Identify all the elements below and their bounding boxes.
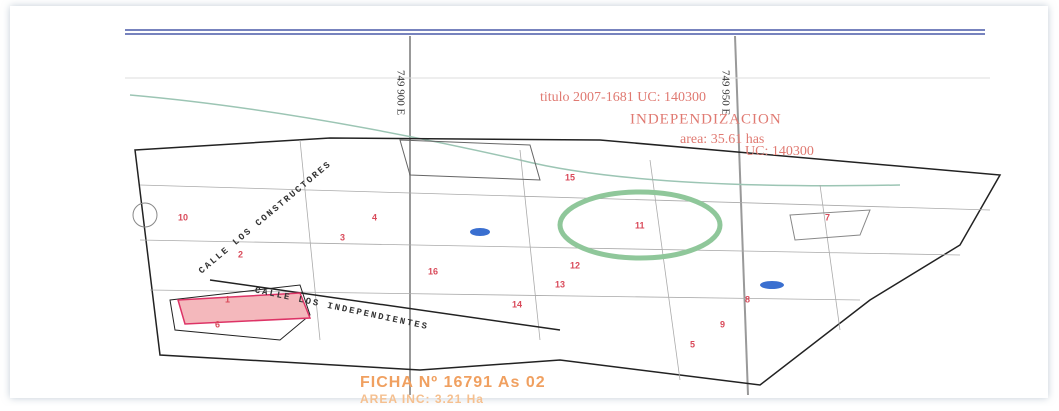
lot-number: 13 <box>555 279 565 289</box>
lot-number: 4 <box>372 212 377 222</box>
lot-number: 14 <box>512 299 522 309</box>
lot-number: 2 <box>238 249 243 259</box>
heading: INDEPENDIZACION <box>630 111 782 127</box>
marker <box>470 228 490 236</box>
lot-number: 3 <box>340 232 345 242</box>
uc: UC: 140300 <box>745 144 814 159</box>
footer-ficha: FICHA Nº 16791 As 02 <box>360 374 546 391</box>
lot-number: 7 <box>825 212 830 222</box>
lot-number: 11 <box>635 220 645 230</box>
lot-number: 6 <box>215 319 220 329</box>
lot-number: 10 <box>178 212 188 222</box>
highlight-circle <box>557 189 723 261</box>
lot-number: 9 <box>720 319 725 329</box>
lot-number: 1 <box>225 294 230 304</box>
footer-area: AREA INC: 3.21 Ha <box>360 392 484 406</box>
highlighted-lot <box>177 292 312 325</box>
marker <box>760 281 784 289</box>
area: area: 35.61 has <box>680 132 764 147</box>
lot-number: 16 <box>428 266 438 276</box>
lot-number: 12 <box>570 260 580 270</box>
lot-number: 8 <box>745 294 750 304</box>
lot-number: 15 <box>565 172 575 182</box>
sheet <box>10 6 1048 398</box>
coord-label: 749 900 E <box>394 70 406 116</box>
title: titulo 2007-1681 UC: 140300 <box>540 90 706 105</box>
map-drawing <box>125 29 1002 396</box>
coord-label: 749 950 E <box>719 70 731 116</box>
lot-number: 5 <box>690 339 695 349</box>
